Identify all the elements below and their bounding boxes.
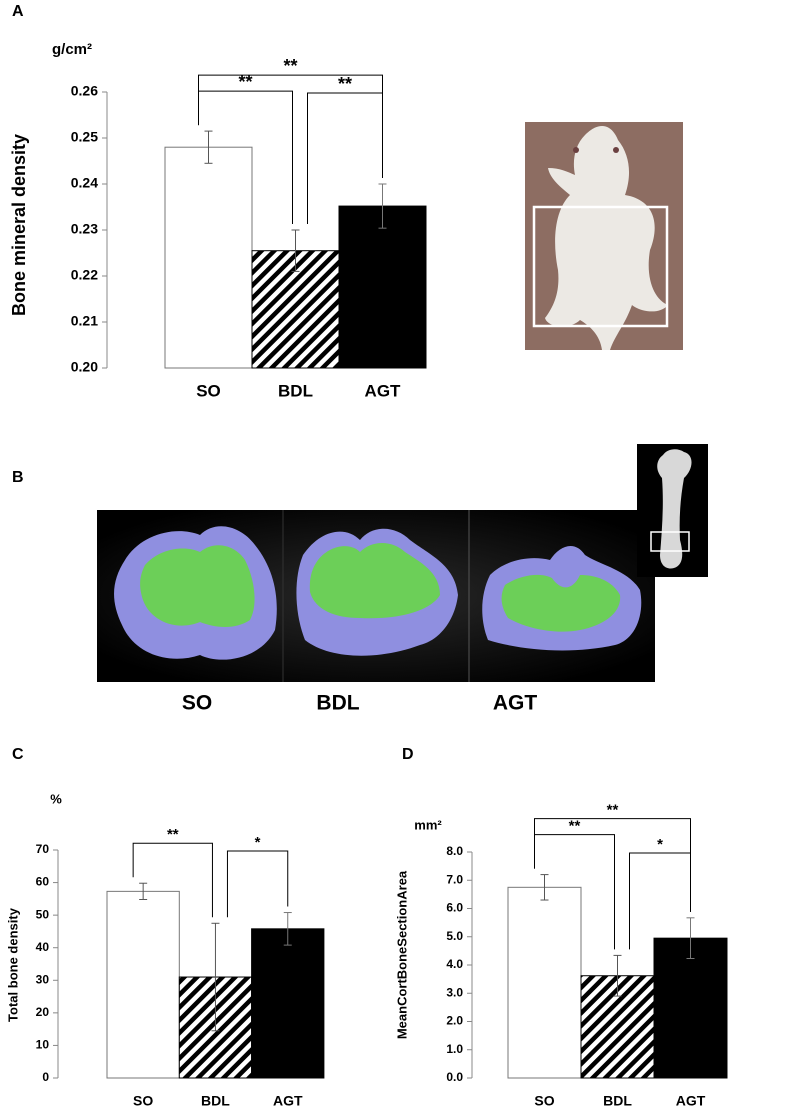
- significance-label: **: [607, 802, 619, 819]
- significance-label: **: [238, 72, 252, 92]
- y-tick-label: 70: [36, 842, 50, 856]
- y-tick-label: 30: [36, 972, 50, 986]
- significance-label: **: [167, 826, 179, 843]
- panel-label: D: [402, 746, 414, 763]
- significance-bracket: [198, 74, 383, 178]
- y-tick-label: 40: [36, 940, 50, 954]
- rat-photo: [525, 122, 683, 350]
- panel-label: C: [12, 746, 24, 763]
- microct-images: [97, 444, 708, 682]
- significance-label: **: [569, 818, 581, 835]
- x-tick-label: SO: [133, 1093, 153, 1109]
- x-tick-label: SO: [534, 1093, 554, 1109]
- image-caption: SO: [182, 692, 212, 715]
- x-tick-label: SO: [196, 381, 221, 400]
- bar: [653, 937, 728, 1079]
- significance-bracket: [132, 842, 213, 918]
- significance-label: **: [283, 56, 297, 76]
- significance-label: **: [338, 74, 352, 94]
- x-tick-label: AGT: [273, 1093, 303, 1109]
- y-tick-label: 6.0: [446, 901, 463, 915]
- y-tick-label: 0.0: [446, 1070, 463, 1084]
- significance-label: *: [255, 834, 261, 851]
- y-tick-label: 7.0: [446, 872, 463, 886]
- y-tick-label: 0: [42, 1070, 49, 1084]
- panel-label: B: [12, 469, 24, 486]
- y-tick-label: 1.0: [446, 1042, 463, 1056]
- significance-bracket: [534, 818, 691, 912]
- y-axis-unit: g/cm²: [52, 41, 92, 58]
- y-tick-label: 10: [36, 1038, 50, 1052]
- significance-bracket: [226, 850, 289, 918]
- bar: [251, 928, 325, 1079]
- x-tick-label: AGT: [365, 381, 402, 400]
- bar: [507, 886, 582, 1079]
- y-tick-label: 50: [36, 907, 50, 921]
- y-tick-label: 0.22: [71, 267, 98, 283]
- y-axis-label: Bone mineral density: [9, 134, 29, 316]
- y-axis-unit: %: [50, 791, 62, 806]
- significance-label: *: [657, 836, 663, 853]
- y-tick-label: 20: [36, 1005, 50, 1019]
- bar: [164, 146, 253, 369]
- x-tick-label: BDL: [278, 381, 313, 400]
- x-tick-label: BDL: [201, 1093, 230, 1109]
- y-axis-unit: mm²: [414, 817, 442, 832]
- y-tick-label: 0.26: [71, 83, 98, 99]
- image-caption: AGT: [493, 692, 538, 715]
- image-caption: BDL: [316, 692, 359, 715]
- y-axis-label: MeanCortBoneSectionArea: [394, 870, 409, 1039]
- y-tick-label: 0.23: [71, 221, 98, 237]
- x-tick-label: BDL: [603, 1093, 632, 1109]
- bar: [251, 250, 340, 369]
- bar: [106, 890, 180, 1079]
- y-tick-label: 0.25: [71, 129, 98, 145]
- y-tick-label: 3.0: [446, 985, 463, 999]
- y-tick-label: 0.21: [71, 313, 98, 329]
- y-tick-label: 5.0: [446, 929, 463, 943]
- y-axis-label: Total bone density: [5, 907, 20, 1022]
- y-tick-label: 0.20: [71, 359, 98, 375]
- significance-bracket: [307, 92, 383, 224]
- bar: [338, 205, 427, 369]
- significance-bracket: [629, 852, 691, 950]
- y-tick-label: 2.0: [446, 1014, 463, 1028]
- y-tick-label: 0.24: [71, 175, 98, 191]
- x-tick-label: AGT: [676, 1093, 706, 1109]
- y-tick-label: 4.0: [446, 957, 463, 971]
- panel-label: A: [12, 3, 24, 20]
- y-tick-label: 60: [36, 875, 50, 889]
- y-tick-label: 8.0: [446, 844, 463, 858]
